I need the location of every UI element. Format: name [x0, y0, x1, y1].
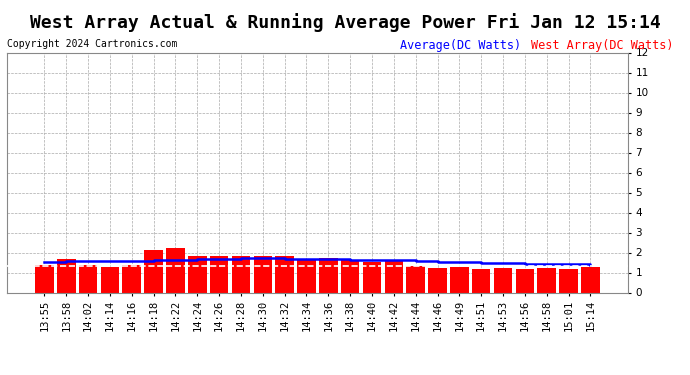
Bar	[188, 255, 206, 292]
Text: Average(DC Watts): Average(DC Watts)	[400, 39, 522, 53]
Bar	[515, 268, 534, 292]
Bar	[363, 261, 382, 292]
Bar	[144, 249, 163, 292]
Text: West Array Actual & Running Average Power Fri Jan 12 15:14: West Array Actual & Running Average Powe…	[30, 13, 660, 32]
Bar	[428, 267, 447, 292]
Bar	[275, 255, 294, 292]
Bar	[79, 264, 97, 292]
Bar	[253, 255, 272, 292]
Bar	[35, 264, 54, 292]
Bar	[450, 267, 469, 292]
Text: West Array(DC Watts): West Array(DC Watts)	[531, 39, 674, 53]
Bar	[384, 260, 403, 292]
Bar	[341, 260, 359, 292]
Bar	[406, 266, 425, 292]
Bar	[101, 267, 119, 292]
Bar	[560, 268, 578, 292]
Bar	[57, 258, 75, 292]
Bar	[123, 264, 141, 292]
Bar	[494, 267, 512, 292]
Bar	[319, 258, 337, 292]
Bar	[581, 267, 600, 292]
Bar	[297, 260, 316, 292]
Bar	[232, 255, 250, 292]
Text: Copyright 2024 Cartronics.com: Copyright 2024 Cartronics.com	[7, 39, 177, 50]
Bar	[210, 255, 228, 292]
Bar	[166, 248, 185, 292]
Bar	[472, 268, 491, 292]
Bar	[538, 267, 556, 292]
